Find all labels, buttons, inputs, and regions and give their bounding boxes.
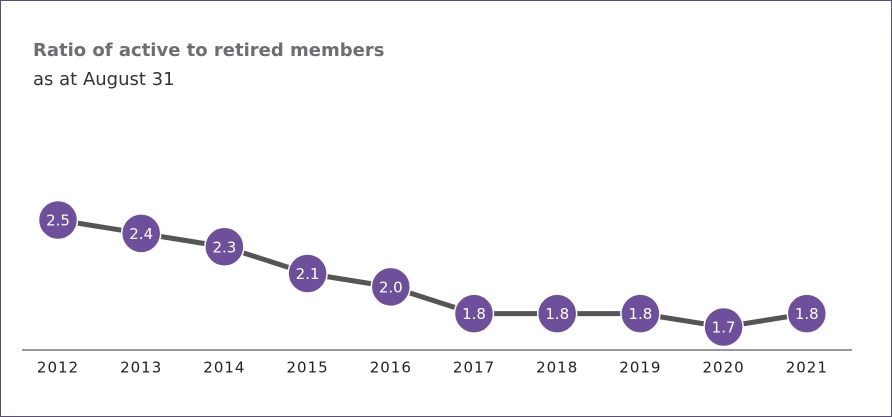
x-tick-label: 2018 [536, 359, 578, 377]
data-label: 1.8 [628, 305, 652, 323]
data-label: 2.0 [379, 278, 403, 296]
line [57, 217, 808, 330]
data-label: 1.8 [545, 305, 569, 323]
x-tick-label: 2015 [287, 359, 329, 377]
data-label: 1.8 [462, 305, 486, 323]
marker [536, 293, 578, 334]
data-label: 2.4 [129, 225, 153, 243]
x-tick-label: 2020 [703, 359, 745, 377]
x-tick-label: 2019 [619, 359, 661, 377]
x-tick-label: 2014 [203, 359, 245, 377]
marker [370, 266, 412, 308]
marker [703, 306, 744, 348]
marker [287, 253, 328, 294]
marker [620, 293, 661, 334]
x-tick-label: 2016 [370, 359, 412, 377]
data-label: 2.1 [296, 265, 320, 283]
x-tick-label: 2017 [453, 359, 495, 377]
marker [453, 293, 495, 334]
chart-title: Ratio of active to retired members [33, 40, 384, 61]
marker [786, 293, 828, 334]
data-label: 1.7 [712, 319, 736, 337]
data-label: 2.5 [46, 212, 70, 230]
x-tick-label: 2021 [786, 359, 828, 377]
x-tick-label: 2013 [120, 359, 162, 377]
data-label: 1.8 [795, 305, 819, 323]
marker [204, 226, 245, 267]
marker [120, 213, 162, 254]
chart-subtitle: as at August 31 [33, 69, 175, 90]
marker [37, 199, 79, 241]
data-label: 2.3 [212, 238, 236, 256]
x-tick-label: 2012 [37, 359, 79, 377]
